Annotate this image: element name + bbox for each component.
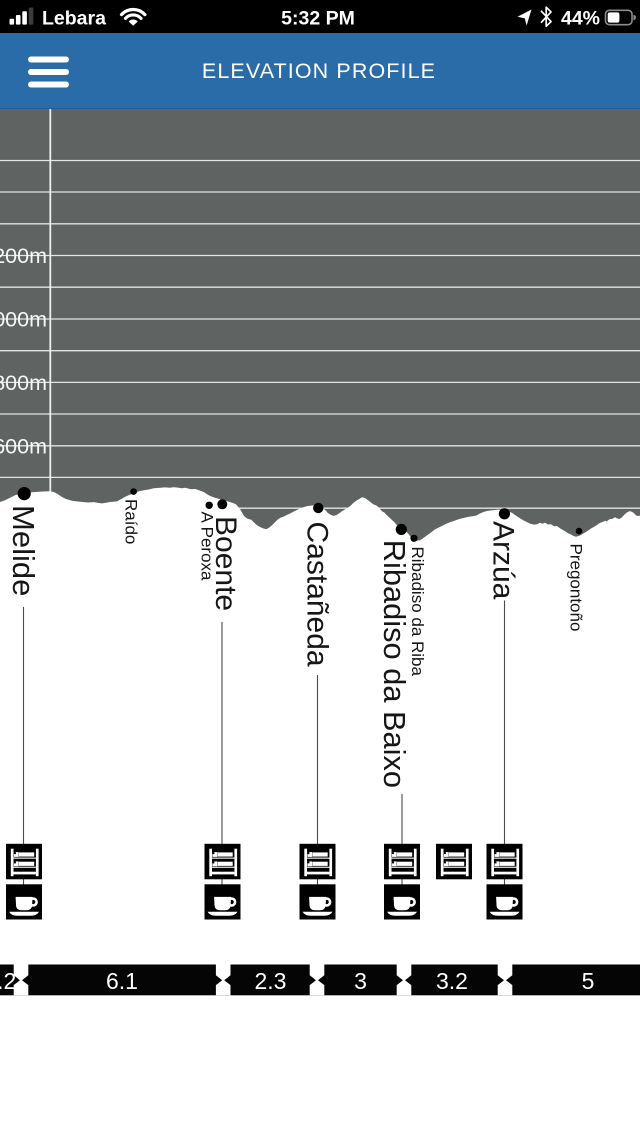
- svg-text:A Peroxa: A Peroxa: [198, 512, 217, 582]
- svg-text:Lebara: Lebara: [42, 7, 106, 29]
- svg-text:Melide: Melide: [6, 505, 41, 596]
- svg-text:4.2: 4.2: [0, 968, 16, 994]
- svg-text:1000m: 1000m: [0, 308, 47, 332]
- svg-text:3.2: 3.2: [436, 968, 468, 994]
- svg-text:Arzúa: Arzúa: [487, 521, 520, 600]
- svg-text:Raído: Raído: [122, 499, 141, 544]
- svg-text:5:32 PM: 5:32 PM: [281, 7, 355, 29]
- svg-text:Pregontoño: Pregontoño: [566, 544, 585, 632]
- svg-text:2.3: 2.3: [255, 968, 287, 994]
- svg-text:600m: 600m: [0, 434, 47, 458]
- svg-text:6.1: 6.1: [106, 968, 138, 994]
- svg-text:Boente: Boente: [209, 516, 242, 611]
- svg-text:ELEVATION PROFILE: ELEVATION PROFILE: [202, 59, 436, 83]
- svg-text:Castañeda: Castañeda: [300, 522, 333, 667]
- svg-text:3: 3: [354, 968, 367, 994]
- svg-text:800m: 800m: [0, 371, 47, 395]
- svg-text:Ribadiso da Riba: Ribadiso da Riba: [408, 547, 427, 677]
- svg-text:1200m: 1200m: [0, 244, 47, 268]
- svg-text:5: 5: [582, 968, 595, 994]
- svg-text:44%: 44%: [561, 7, 600, 29]
- svg-text:Ribadiso da Baixo: Ribadiso da Baixo: [377, 540, 412, 788]
